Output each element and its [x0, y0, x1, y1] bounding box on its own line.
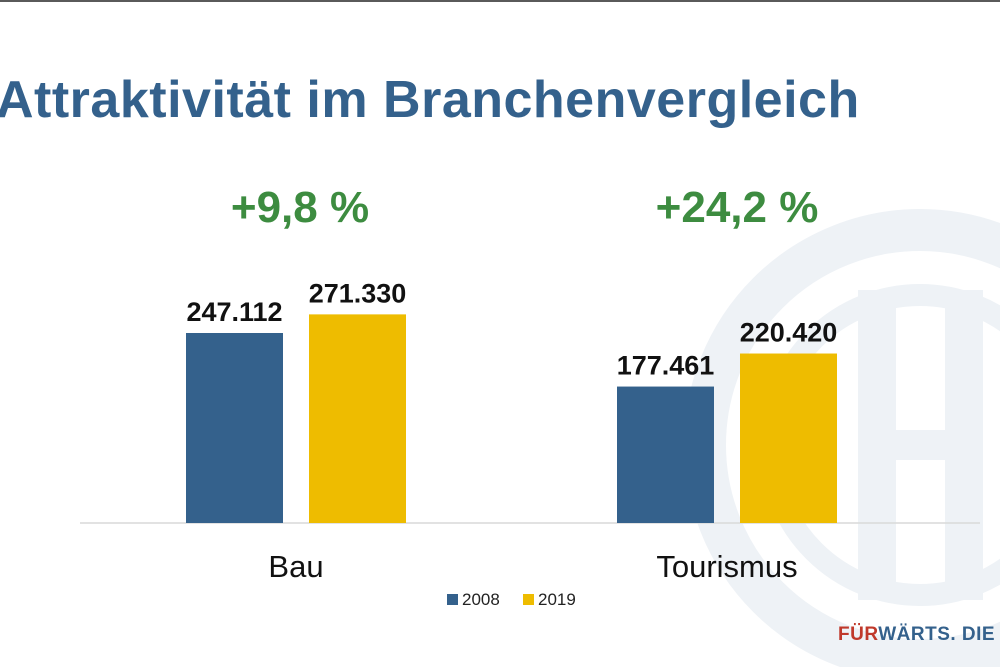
data-label-tourismus-2019: 220.420 — [740, 318, 838, 348]
brand-logo: FÜRWÄRTS. DIE ÖHV — [838, 624, 1000, 646]
bar-bau-2008 — [186, 333, 283, 523]
legend-label-2008: 2008 — [462, 590, 500, 609]
brand-logo-red: FÜR — [838, 624, 879, 645]
bar-bau-2019 — [309, 314, 406, 523]
data-label-bau-2008: 247.112 — [186, 297, 282, 327]
bar-tourismus-2008 — [617, 386, 714, 523]
category-label-tourismus: Tourismus — [656, 549, 797, 584]
category-label-bau: Bau — [268, 549, 323, 584]
growth-annotation-tourismus: +24,2 % — [656, 183, 819, 232]
data-label-bau-2019: 271.330 — [309, 278, 407, 308]
legend-swatch-2008 — [447, 594, 458, 605]
bar-tourismus-2019 — [740, 353, 837, 523]
legend-swatch-2019 — [523, 594, 534, 605]
legend-label-2019: 2019 — [538, 590, 576, 609]
growth-annotation-bau: +9,8 % — [231, 183, 369, 232]
brand-logo-blue: WÄRTS. DIE ÖHV — [878, 624, 1000, 645]
page-title: Attraktivität im Branchenvergleich — [0, 71, 860, 129]
top-rule — [0, 0, 1000, 2]
data-label-tourismus-2008: 177.461 — [617, 351, 715, 381]
